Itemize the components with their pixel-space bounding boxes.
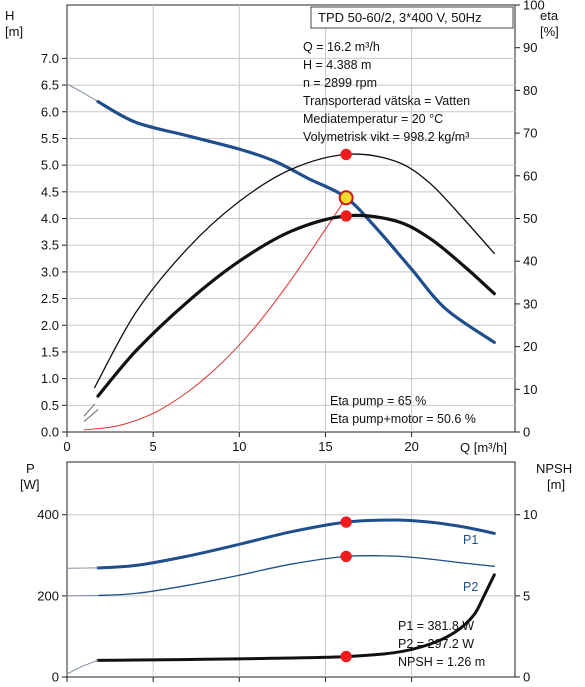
y-tick-label: 0.5 — [41, 398, 59, 413]
y-tick-label: 6.0 — [41, 104, 59, 119]
y-right-tick-label: 70 — [523, 126, 537, 141]
info-p2: P2 = 297.2 W — [398, 637, 474, 651]
operating-point-marker — [340, 550, 352, 563]
operating-point-marker — [340, 516, 352, 528]
chart-title-box — [310, 6, 514, 29]
y-right-tick-label: 30 — [523, 296, 537, 311]
y-right-tick-label: 40 — [523, 254, 537, 269]
y-tick-label: 3.5 — [41, 238, 59, 253]
y-right-tick-label: 100 — [523, 0, 545, 13]
y-tick-label: 0 — [52, 670, 59, 685]
y-tick-label: 6.5 — [41, 78, 59, 93]
head-axis-label-line1: H — [5, 8, 14, 23]
info-speed: n = 2899 rpm — [303, 76, 377, 90]
info-eta-total: Eta pump+motor = 50.6 % — [330, 412, 476, 426]
power-axis-label: P [W] — [20, 461, 40, 492]
y-right-tick-label: 10 — [523, 507, 537, 522]
y-tick-label: 5.5 — [41, 131, 59, 146]
y-right-tick-label: 0 — [523, 425, 530, 440]
y-tick-label: 1.5 — [41, 344, 59, 359]
npsh-axis-label: NPSH [m] — [536, 461, 576, 492]
curve-system — [83, 197, 347, 431]
duty-point-marker — [338, 190, 354, 206]
x-tick-label: 15 — [318, 439, 332, 454]
power-chart-points — [340, 516, 352, 663]
y-tick-label: 7.0 — [41, 51, 59, 66]
curve-npsh — [96, 573, 496, 662]
x-tick-label: 0 — [63, 439, 70, 454]
npsh-axis-label-line1: NPSH — [536, 461, 572, 476]
power-info: P1 = 381.8 W P2 = 297.2 W NPSH = 1.26 m — [398, 619, 485, 669]
curve-npsh_ext — [66, 659, 99, 675]
curve-eta_pump_ext — [83, 403, 96, 417]
p1-curve-label: P1 — [463, 533, 478, 547]
operating-point-marker — [340, 148, 352, 161]
y-tick-label: 4.0 — [41, 211, 59, 226]
y-tick-label: 2.0 — [41, 318, 59, 333]
y-tick-label: 4.5 — [41, 184, 59, 199]
npsh-axis-label-line2: [m] — [547, 477, 565, 492]
curve-eta_pump — [93, 153, 495, 389]
info-p1: P1 = 381.8 W — [398, 619, 474, 633]
flow-axis-label: Q [m³/h] — [460, 440, 507, 455]
info-flow: Q = 16.2 m³/h — [303, 40, 380, 54]
power-axis-label-line1: P — [26, 461, 34, 476]
y-tick-label: 0.0 — [41, 425, 59, 440]
power-chart-ticks: 0 200 400 0 5 10 — [37, 507, 537, 684]
y-right-tick-label: 10 — [523, 382, 537, 397]
curve-eta_total_ext — [83, 409, 99, 422]
x-tick-label: 5 — [150, 439, 157, 454]
head-axis-label-line2: [m] — [5, 24, 23, 39]
power-chart-grid — [67, 462, 515, 677]
eta-axis-label-line2: [%] — [540, 24, 559, 39]
chart-title: TPD 50-60/2, 3*400 V, 50Hz — [318, 10, 482, 25]
y-tick-label: 200 — [37, 588, 59, 603]
y-tick-label: 400 — [37, 507, 59, 522]
eta-info: Eta pump = 65 % Eta pump+motor = 50.6 % — [330, 394, 476, 426]
y-tick-label: 2.5 — [41, 291, 59, 306]
y-right-tick-label: 90 — [523, 40, 537, 55]
x-tick-label: 20 — [404, 439, 418, 454]
power-chart-series — [66, 518, 496, 675]
curve-head — [96, 100, 496, 344]
operating-point-marker — [340, 650, 352, 663]
p2-curve-label: P2 — [463, 580, 478, 594]
curve-head_ext — [66, 83, 99, 103]
head-chart-points — [338, 148, 354, 222]
curve-p2 — [97, 554, 495, 597]
info-temperature: Mediatemperatur = 20 °C — [303, 112, 443, 126]
y-right-tick-label: 50 — [523, 211, 537, 226]
head-chart-grid — [67, 5, 515, 432]
power-axis-label-line2: [W] — [20, 477, 40, 492]
x-tick-label: 10 — [232, 439, 246, 454]
y-tick-label: 3.0 — [41, 264, 59, 279]
operating-point-marker — [340, 210, 352, 222]
head-axis-label: H [m] — [5, 8, 23, 39]
duty-info: Q = 16.2 m³/h H = 4.388 m n = 2899 rpm T… — [303, 40, 470, 144]
y-tick-label: 1.0 — [41, 371, 59, 386]
y-right-tick-label: 60 — [523, 168, 537, 183]
info-head: H = 4.388 m — [303, 58, 371, 72]
head-chart-ticks: 0.0 0.5 1.0 1.5 2.0 2.5 3.0 3.5 4.0 4.5 5.0 5.5 6.0 6… — [41, 0, 545, 454]
curve-eta_total — [96, 213, 496, 398]
y-right-tick-label: 0 — [523, 670, 530, 685]
info-density: Volymetrisk vikt = 998.2 kg/m³ — [303, 130, 469, 144]
eta-axis-label: eta [%] — [540, 8, 562, 39]
head-chart-series — [66, 83, 496, 431]
info-npsh: NPSH = 1.26 m — [398, 655, 485, 669]
y-right-tick-label: 5 — [523, 588, 530, 603]
info-eta-pump: Eta pump = 65 % — [330, 394, 426, 408]
y-right-tick-label: 20 — [523, 339, 537, 354]
info-liquid: Transporterad vätska = Vatten — [303, 94, 470, 108]
curve-p1 — [96, 518, 496, 570]
y-right-tick-label: 80 — [523, 83, 537, 98]
y-tick-label: 5.0 — [41, 158, 59, 173]
eta-axis-label-line1: eta — [540, 8, 559, 23]
